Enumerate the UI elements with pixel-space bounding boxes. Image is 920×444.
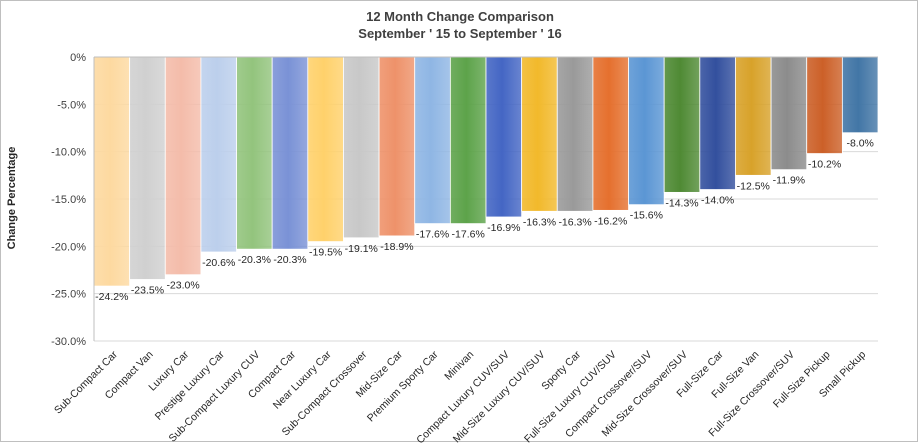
category-label: Sub-Compact Car — [52, 348, 120, 416]
data-label: -19.1% — [345, 243, 378, 255]
y-tick-label: -20.0% — [51, 241, 86, 253]
data-label: -15.6% — [630, 210, 663, 222]
bar — [236, 56, 273, 250]
data-label: -17.6% — [416, 229, 449, 241]
data-label: -14.0% — [701, 195, 734, 207]
data-label: -14.3% — [665, 197, 698, 209]
bar — [699, 56, 736, 190]
bar — [343, 56, 380, 239]
data-label: -16.3% — [523, 216, 556, 228]
bar — [556, 56, 594, 212]
category-label: Minivan — [442, 349, 476, 383]
bar — [307, 56, 344, 243]
y-tick-label: -30.0% — [51, 336, 86, 348]
data-label: -24.2% — [95, 291, 128, 303]
data-label: -16.9% — [487, 222, 520, 234]
data-label: -16.3% — [558, 216, 591, 228]
bar — [200, 56, 237, 253]
data-label: -18.9% — [380, 241, 413, 253]
data-label: -8.0% — [846, 138, 873, 150]
bar — [414, 56, 451, 225]
data-label: -11.9% — [773, 175, 806, 187]
chart-subtitle: September ' 15 to September ' 16 — [358, 26, 562, 41]
bar — [129, 56, 166, 280]
y-tick-label: -10.0% — [51, 147, 86, 159]
bar — [449, 56, 487, 225]
category-label: Premium Sporty Car — [365, 348, 441, 424]
data-label: -20.3% — [273, 254, 306, 266]
data-label: -23.5% — [131, 284, 164, 296]
data-label: -23.0% — [166, 280, 199, 292]
y-tick-label: -5.0% — [57, 99, 86, 111]
data-label: -20.6% — [202, 257, 235, 269]
y-tick-label: 0% — [70, 52, 86, 64]
data-label: -19.5% — [309, 247, 342, 259]
chart-title: 12 Month Change Comparison — [366, 9, 554, 24]
data-label: -17.6% — [452, 229, 485, 241]
data-label: -10.2% — [808, 159, 841, 171]
bar — [378, 56, 416, 237]
y-tick-label: -15.0% — [51, 194, 86, 206]
bar — [592, 56, 629, 211]
bar — [770, 56, 808, 171]
data-label: -16.2% — [594, 215, 627, 227]
data-label: -12.5% — [737, 180, 770, 192]
data-label: -20.3% — [238, 254, 271, 266]
bar — [663, 56, 701, 193]
y-tick-label: -25.0% — [51, 289, 86, 301]
bar — [164, 56, 202, 276]
bar — [628, 56, 665, 206]
bar — [521, 56, 558, 212]
bar — [806, 56, 843, 154]
bar — [485, 56, 523, 218]
bar — [271, 56, 309, 250]
bar — [735, 56, 772, 176]
bar — [841, 56, 879, 134]
chart-title-block: 12 Month Change Comparison September ' 1… — [0, 8, 920, 42]
bar — [93, 56, 131, 287]
